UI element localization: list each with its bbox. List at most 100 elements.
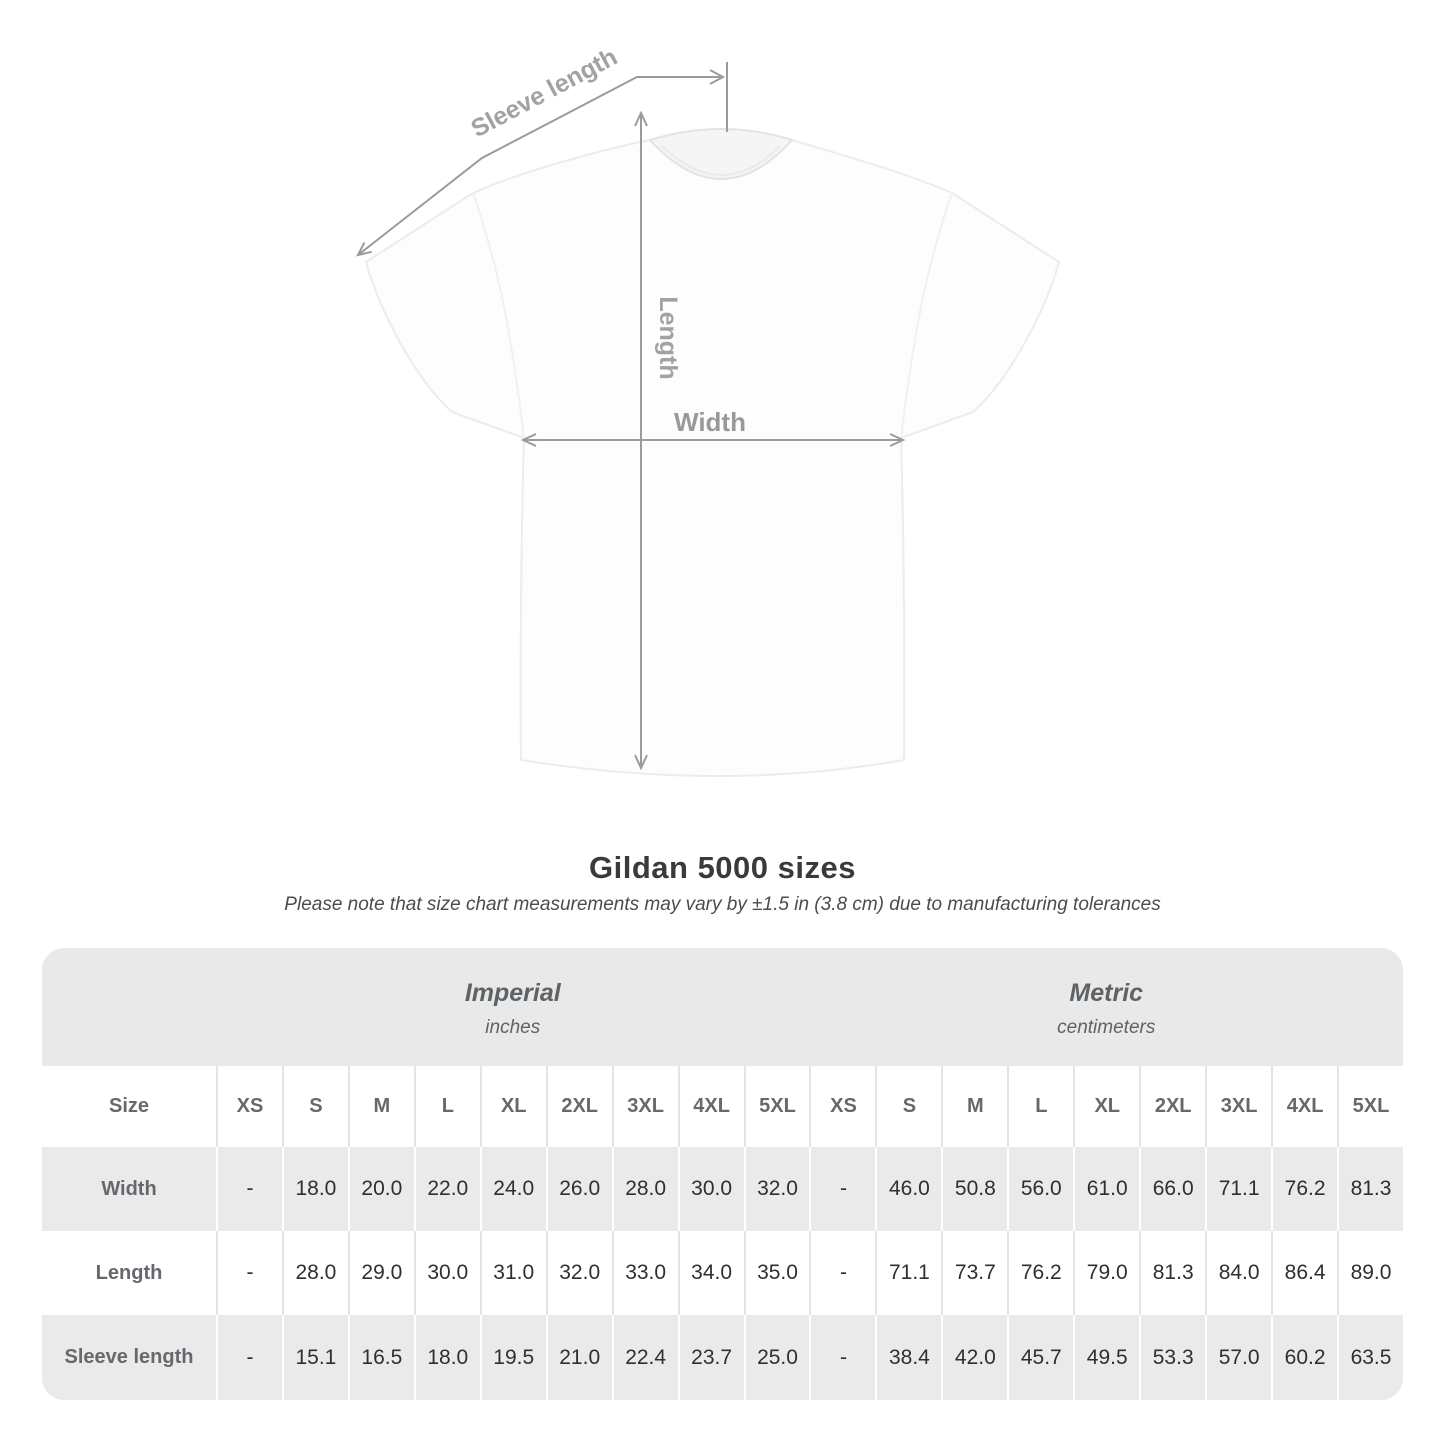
unit-band: Imperial inches Metric centimeters bbox=[42, 948, 1403, 1066]
table-cell: 57.0 bbox=[1205, 1315, 1272, 1400]
sleeve-length-arrow bbox=[356, 62, 728, 257]
table-cell: 25.0 bbox=[743, 1315, 810, 1400]
table-cell: 26.0 bbox=[545, 1147, 612, 1231]
table-cell: 18.0 bbox=[281, 1147, 348, 1231]
column-header-5xl-metric: 5XL bbox=[1337, 1066, 1403, 1147]
table-cell: - bbox=[809, 1231, 876, 1315]
table-cell: 28.0 bbox=[281, 1231, 348, 1315]
table-cell: 24.0 bbox=[479, 1147, 546, 1231]
row-label-sleeve-length: Sleeve length bbox=[42, 1315, 216, 1400]
table-cell: 42.0 bbox=[941, 1315, 1008, 1400]
table-cell: 56.0 bbox=[1007, 1147, 1074, 1231]
metric-unit-label: centimeters bbox=[1057, 1017, 1156, 1038]
column-header-m-imperial: M bbox=[347, 1066, 414, 1147]
table-cell: 49.5 bbox=[1073, 1315, 1140, 1400]
column-header-3xl-imperial: 3XL bbox=[611, 1066, 678, 1147]
width-label: Width bbox=[674, 407, 746, 437]
table-cell: 73.7 bbox=[941, 1231, 1008, 1315]
table-cell: 15.1 bbox=[281, 1315, 348, 1400]
column-header-4xl-imperial: 4XL bbox=[677, 1066, 744, 1147]
imperial-unit-label: inches bbox=[485, 1017, 541, 1038]
table-cell: 31.0 bbox=[479, 1231, 546, 1315]
size-grid: Size XS S M L XL 2XL 3XL 4XL 5XL XS S M … bbox=[42, 1066, 1403, 1400]
column-header-3xl-metric: 3XL bbox=[1205, 1066, 1272, 1147]
table-cell: 66.0 bbox=[1139, 1147, 1206, 1231]
size-table: Imperial inches Metric centimeters Size … bbox=[42, 948, 1403, 1400]
table-cell: 34.0 bbox=[677, 1231, 744, 1315]
table-cell: 81.3 bbox=[1337, 1147, 1403, 1231]
table-cell: 28.0 bbox=[611, 1147, 678, 1231]
tshirt-image bbox=[365, 128, 1060, 777]
page-subtitle: Please note that size chart measurements… bbox=[284, 894, 1161, 915]
size-column-header: Size bbox=[42, 1066, 216, 1147]
table-cell: 21.0 bbox=[545, 1315, 612, 1400]
band-spacer bbox=[42, 948, 216, 1066]
table-cell: 84.0 bbox=[1205, 1231, 1272, 1315]
table-cell: 71.1 bbox=[1205, 1147, 1272, 1231]
column-header-xl-imperial: XL bbox=[479, 1066, 546, 1147]
metric-section-header: Metric centimeters bbox=[810, 948, 1404, 1066]
tshirt-collar-seam bbox=[661, 145, 781, 176]
table-cell: 19.5 bbox=[479, 1315, 546, 1400]
column-header-xl-metric: XL bbox=[1073, 1066, 1140, 1147]
table-cell: 45.7 bbox=[1007, 1315, 1074, 1400]
sleeve-length-label: Sleeve length bbox=[467, 43, 622, 143]
row-label-length: Length bbox=[42, 1231, 216, 1315]
imperial-section-header: Imperial inches bbox=[216, 948, 810, 1066]
table-cell: 35.0 bbox=[743, 1231, 810, 1315]
column-header-s-imperial: S bbox=[281, 1066, 348, 1147]
table-cell: 22.0 bbox=[413, 1147, 480, 1231]
table-cell: 38.4 bbox=[875, 1315, 942, 1400]
tshirt-body bbox=[365, 139, 1060, 777]
length-label: Length bbox=[654, 296, 682, 379]
column-header-l-metric: L bbox=[1007, 1066, 1074, 1147]
column-header-l-imperial: L bbox=[413, 1066, 480, 1147]
imperial-label: Imperial bbox=[464, 979, 561, 1007]
table-cell: 29.0 bbox=[347, 1231, 414, 1315]
table-cell: - bbox=[809, 1315, 876, 1400]
width-arrow bbox=[520, 433, 906, 447]
table-cell: 76.2 bbox=[1271, 1147, 1338, 1231]
column-header-4xl-metric: 4XL bbox=[1271, 1066, 1338, 1147]
table-cell: 33.0 bbox=[611, 1231, 678, 1315]
table-cell: - bbox=[216, 1147, 282, 1231]
table-cell: - bbox=[216, 1315, 282, 1400]
table-cell: 46.0 bbox=[875, 1147, 942, 1231]
table-cell: 20.0 bbox=[347, 1147, 414, 1231]
tshirt-left-sleeve-seam bbox=[472, 192, 525, 439]
table-cell: 32.0 bbox=[545, 1231, 612, 1315]
table-cell: 79.0 bbox=[1073, 1231, 1140, 1315]
table-cell: 86.4 bbox=[1271, 1231, 1338, 1315]
table-cell: 23.7 bbox=[677, 1315, 744, 1400]
tshirt-collar bbox=[648, 128, 794, 180]
column-header-2xl-metric: 2XL bbox=[1139, 1066, 1206, 1147]
table-cell: 60.2 bbox=[1271, 1315, 1338, 1400]
column-header-5xl-imperial: 5XL bbox=[743, 1066, 810, 1147]
table-cell: 16.5 bbox=[347, 1315, 414, 1400]
column-header-s-metric: S bbox=[875, 1066, 942, 1147]
column-header-m-metric: M bbox=[941, 1066, 1008, 1147]
table-cell: - bbox=[809, 1147, 876, 1231]
column-header-xs-imperial: XS bbox=[216, 1066, 282, 1147]
table-cell: 53.3 bbox=[1139, 1315, 1206, 1400]
column-header-xs-metric: XS bbox=[809, 1066, 876, 1147]
table-cell: 61.0 bbox=[1073, 1147, 1140, 1231]
table-cell: 22.4 bbox=[611, 1315, 678, 1400]
table-cell: 71.1 bbox=[875, 1231, 942, 1315]
table-cell: 50.8 bbox=[941, 1147, 1008, 1231]
table-cell: 63.5 bbox=[1337, 1315, 1403, 1400]
table-cell: 18.0 bbox=[413, 1315, 480, 1400]
tshirt-diagram: Sleeve length Length Width bbox=[356, 43, 1060, 777]
page-title: Gildan 5000 sizes bbox=[589, 850, 856, 885]
table-cell: 81.3 bbox=[1139, 1231, 1206, 1315]
table-cell: 30.0 bbox=[413, 1231, 480, 1315]
metric-label: Metric bbox=[1069, 979, 1144, 1007]
table-cell: 32.0 bbox=[743, 1147, 810, 1231]
column-header-2xl-imperial: 2XL bbox=[545, 1066, 612, 1147]
row-label-width: Width bbox=[42, 1147, 216, 1231]
table-cell: 76.2 bbox=[1007, 1231, 1074, 1315]
table-cell: - bbox=[216, 1231, 282, 1315]
table-cell: 30.0 bbox=[677, 1147, 744, 1231]
tshirt-right-sleeve-seam bbox=[900, 192, 953, 439]
table-cell: 89.0 bbox=[1337, 1231, 1403, 1315]
